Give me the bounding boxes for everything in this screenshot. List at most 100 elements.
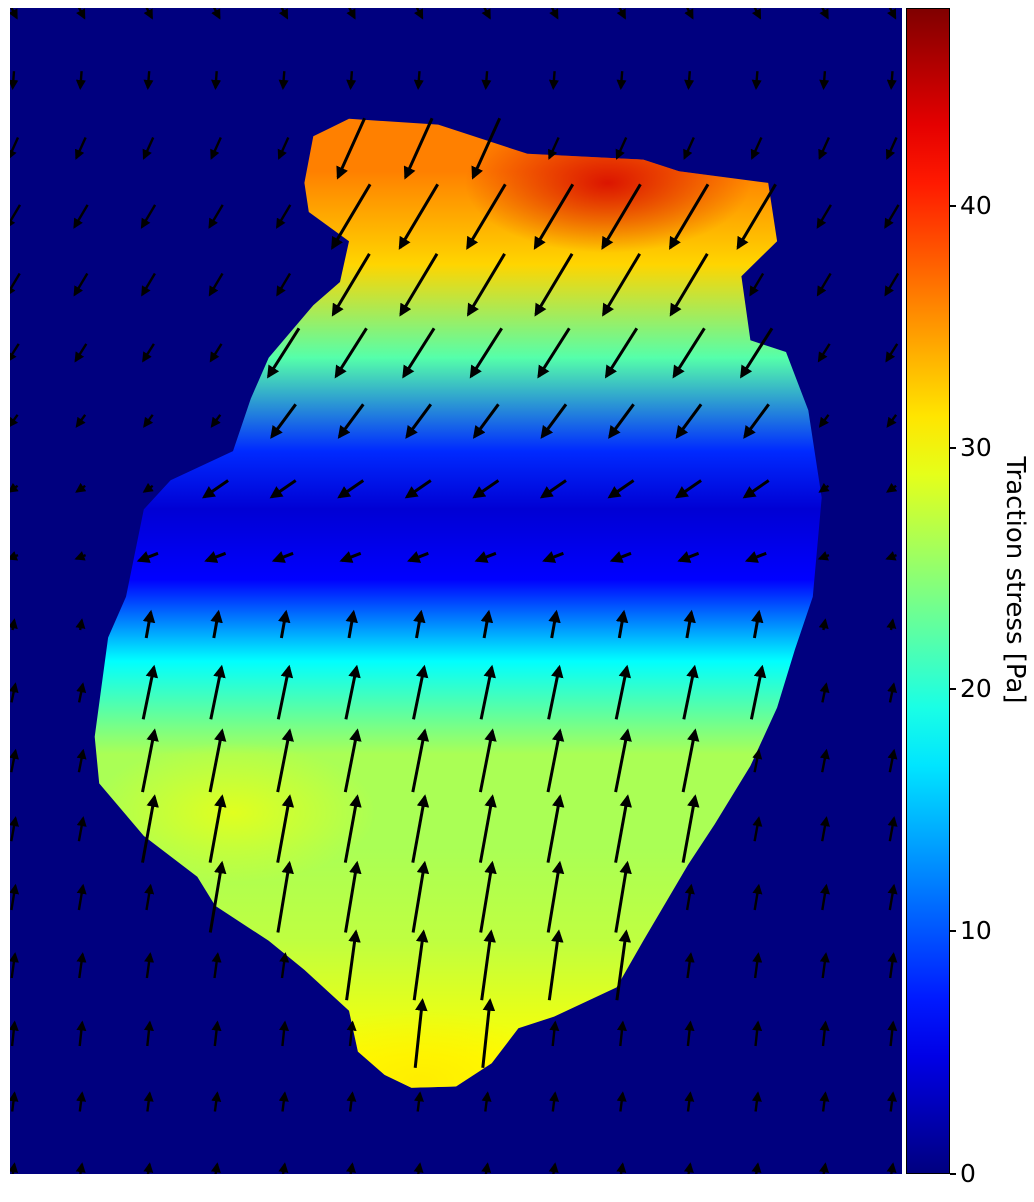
colorbar-gradient [907, 9, 949, 1173]
traction-vector-arrow [469, 327, 503, 379]
traction-vector-arrow [819, 682, 830, 703]
traction-vector-arrow [471, 117, 502, 180]
traction-vector-arrow [751, 1091, 762, 1112]
traction-vector-arrow [270, 403, 297, 439]
traction-vector-arrow [75, 1162, 86, 1174]
traction-vector-arrow [407, 551, 429, 563]
traction-vector-arrow [546, 860, 565, 933]
traction-vector-arrow [210, 137, 222, 160]
traction-vector-field [10, 8, 900, 1174]
traction-vector-arrow [10, 1091, 19, 1112]
traction-vector-arrow [534, 253, 574, 317]
traction-vector-arrow [143, 1020, 154, 1047]
traction-vector-arrow [144, 883, 155, 911]
traction-vector-arrow [819, 952, 830, 979]
traction-vector-arrow [76, 1020, 87, 1047]
traction-vector-arrow [276, 664, 294, 720]
traction-vector-arrow [819, 1020, 830, 1047]
traction-vector-arrow [817, 551, 830, 561]
traction-vector-arrow [345, 609, 358, 639]
traction-vector-arrow [752, 952, 763, 979]
traction-vector-arrow [616, 8, 626, 20]
colorbar-tick-label: 0 [960, 1159, 976, 1188]
traction-vector-arrow [413, 609, 426, 639]
traction-vector-arrow [10, 414, 19, 428]
traction-vector-arrow [542, 551, 564, 563]
traction-vector-arrow [276, 272, 292, 297]
traction-vector-arrow [608, 403, 635, 439]
traction-vector-arrow [615, 609, 629, 639]
traction-vector-arrow [820, 883, 830, 911]
stress-heatmap-svg [10, 8, 902, 1174]
traction-vector-arrow [681, 794, 700, 863]
traction-vector-arrow [413, 998, 428, 1068]
traction-vector-arrow [481, 998, 496, 1068]
traction-vector-arrow [73, 204, 89, 229]
traction-vector-arrow [887, 816, 898, 842]
traction-vector-arrow [474, 551, 497, 563]
traction-vector-arrow [278, 8, 289, 20]
traction-vector-arrow [204, 551, 227, 563]
colorbar-label: Traction stress [Pa] [1000, 456, 1030, 704]
traction-vector-arrow [276, 860, 294, 933]
colorbar-tick-label: 30 [960, 433, 992, 462]
traction-vector-arrow [211, 8, 221, 20]
traction-vector-arrow [10, 8, 18, 20]
traction-vector-arrow [10, 71, 19, 91]
traction-vector-arrow [209, 664, 226, 720]
traction-vector-arrow [616, 1020, 627, 1047]
traction-vector-arrow [614, 664, 632, 720]
traction-vector-arrow [467, 253, 506, 317]
traction-vector-arrow [752, 1020, 763, 1047]
traction-vector-arrow [616, 1162, 627, 1174]
traction-vector-arrow [344, 860, 362, 933]
traction-vector-arrow [749, 272, 765, 297]
traction-vector-arrow [684, 883, 695, 911]
stress-hotspot [94, 742, 376, 883]
traction-vector-arrow [472, 479, 500, 499]
traction-vector-arrow [413, 8, 424, 20]
traction-vector-arrow [684, 1091, 695, 1112]
traction-vector-arrow [403, 117, 434, 180]
traction-vector-arrow [208, 860, 227, 933]
traction-vector-arrow [479, 664, 496, 720]
traction-vector-arrow [885, 343, 899, 363]
colorbar-tick-label: 40 [960, 191, 992, 220]
traction-vector-arrow [548, 609, 561, 639]
traction-vector-arrow [10, 682, 19, 703]
traction-vector-arrow [211, 1091, 222, 1112]
traction-vector-arrow [76, 952, 87, 979]
traction-vector-arrow [604, 327, 639, 379]
traction-vector-arrow [743, 403, 770, 439]
traction-vector-arrow [752, 816, 763, 842]
traction-vector-arrow [818, 414, 830, 428]
traction-vector-arrow [334, 327, 368, 379]
traction-vector-arrow [682, 664, 699, 720]
traction-vector-arrow [819, 1091, 830, 1112]
colorbar [906, 8, 950, 1174]
traction-vector-arrow [276, 204, 292, 229]
traction-vector-arrow [210, 414, 222, 428]
traction-vector-arrow [539, 479, 567, 499]
traction-vector-arrow [533, 183, 575, 250]
traction-vector-arrow [202, 479, 229, 499]
traction-vector-arrow [10, 482, 19, 493]
traction-vector-arrow [672, 327, 706, 379]
traction-vector-arrow [677, 551, 700, 563]
traction-vector-arrow [276, 728, 294, 793]
traction-vector-arrow [210, 609, 223, 639]
traction-vector-arrow [337, 403, 365, 439]
traction-stress-map [10, 8, 902, 1174]
traction-vector-arrow [142, 482, 154, 493]
traction-vector-arrow [681, 728, 700, 793]
traction-vector-arrow [10, 137, 20, 160]
traction-vector-arrow [886, 618, 897, 631]
traction-vector-arrow [886, 1091, 897, 1112]
traction-vector-arrow [413, 71, 424, 91]
traction-vector-arrow [75, 618, 86, 631]
traction-vector-arrow [548, 1162, 559, 1174]
traction-vector-arrow [669, 183, 710, 250]
traction-vector-arrow [887, 748, 898, 773]
traction-vector-arrow [549, 8, 559, 20]
